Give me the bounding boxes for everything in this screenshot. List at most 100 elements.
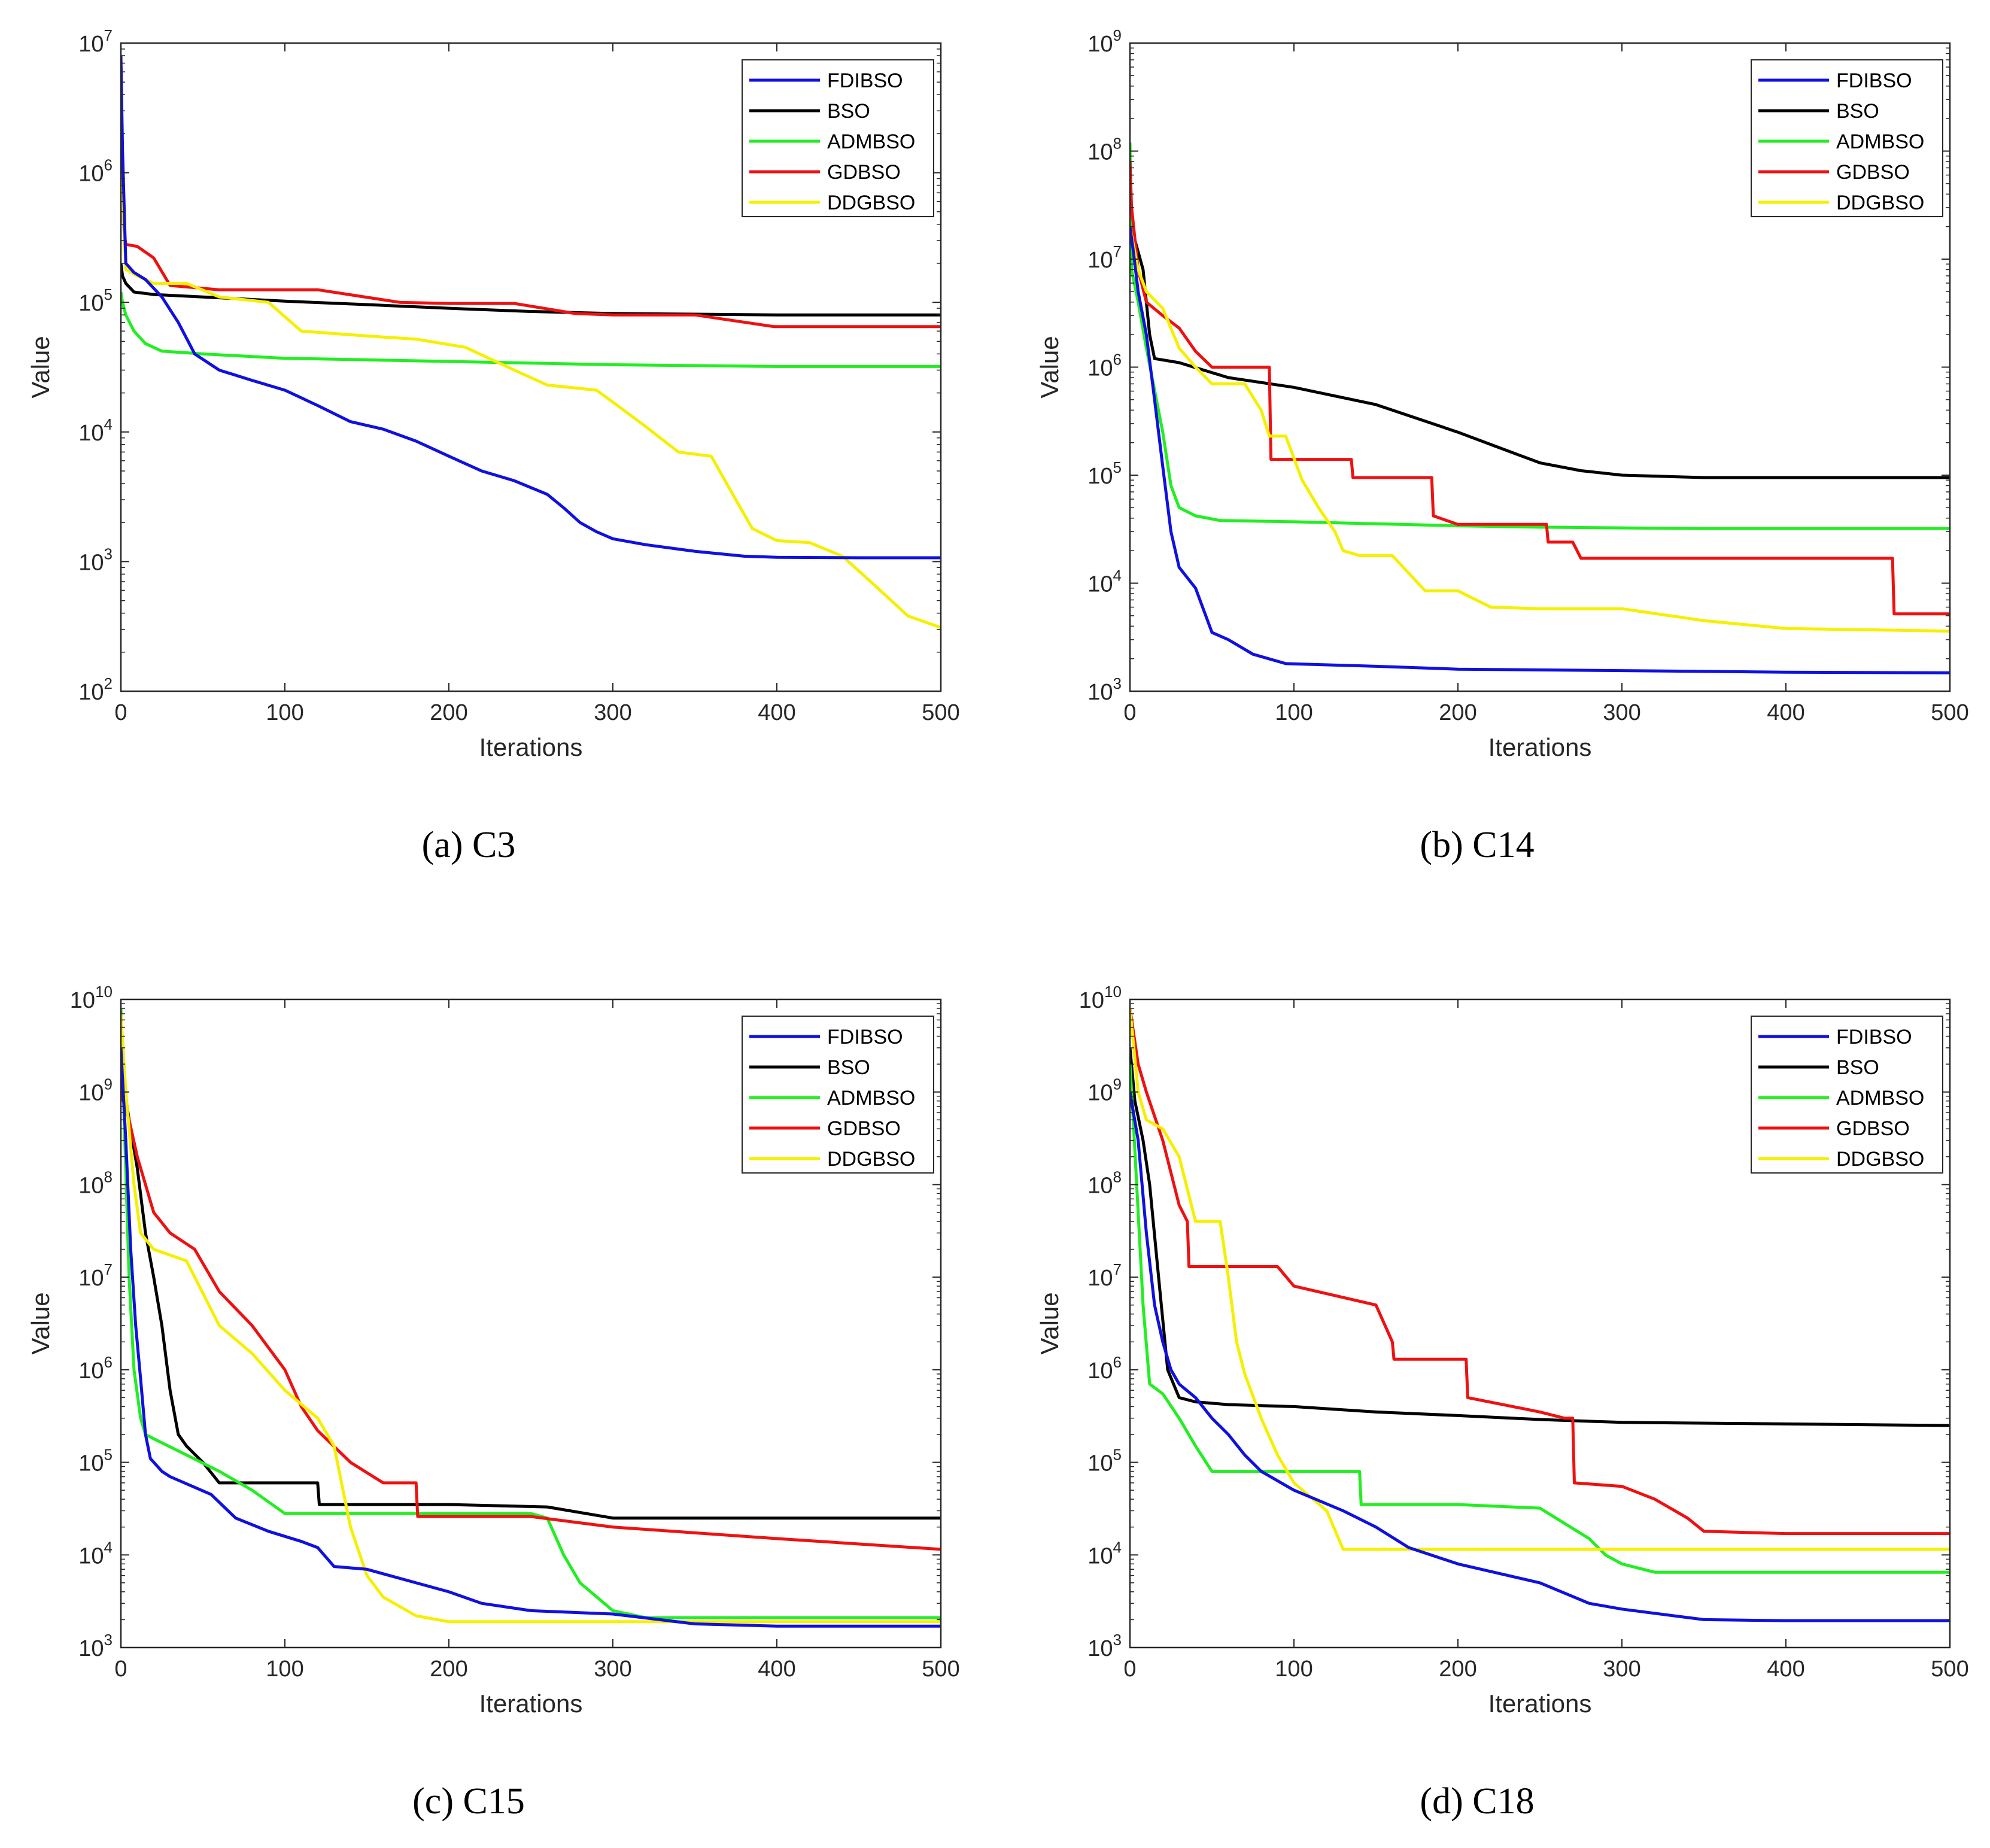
x-tick-label: 200 [1439, 700, 1476, 725]
legend-label-ddgbso: DDGBSO [827, 1148, 915, 1171]
y-tick-label: 107 [1087, 1260, 1122, 1291]
y-tick-label: 109 [78, 1075, 113, 1106]
y-tick-label: 108 [78, 1168, 113, 1198]
y-tick-label: 105 [78, 285, 113, 316]
legend-label-gdbso: GDBSO [1836, 161, 1910, 184]
x-tick-label: 0 [1123, 1656, 1136, 1682]
series-line-fdibso [1130, 1092, 1950, 1622]
legend-box [742, 59, 934, 217]
series-line-gdbso [121, 1091, 941, 1551]
y-tick-label: 103 [1087, 674, 1122, 705]
legend: FDIBSO BSO ADMBSO GDBSO DDGBSO [742, 59, 934, 217]
legend-box [1751, 59, 1943, 217]
legend-label-admbso: ADMBSO [827, 130, 915, 153]
panel-caption: (b) C14 [1420, 825, 1534, 865]
x-tick-label: 400 [758, 1656, 795, 1682]
x-tick-label: 300 [1603, 700, 1640, 725]
legend: FDIBSO BSO ADMBSO GDBSO DDGBSO [1751, 59, 1943, 217]
y-tick-label: 105 [1087, 458, 1122, 489]
y-tick-label: 1010 [70, 983, 113, 1013]
x-tick-label: 200 [430, 700, 467, 725]
y-axis-label: Value [1035, 1292, 1064, 1354]
x-tick-label: 200 [430, 1656, 467, 1682]
x-tick-label: 0 [114, 700, 127, 725]
x-tick-label: 400 [758, 700, 795, 725]
legend-label-admbso: ADMBSO [1836, 130, 1924, 153]
y-tick-label: 104 [1087, 1538, 1122, 1569]
legend-label-bso: BSO [827, 100, 870, 123]
legend: FDIBSO BSO ADMBSO GDBSO DDGBSO [1751, 1016, 1943, 1174]
series-line-fdibso [1130, 226, 1950, 674]
legend-label-gdbso: GDBSO [827, 161, 901, 184]
y-tick-label: 106 [78, 156, 113, 187]
panel-caption: (d) C18 [1420, 1781, 1534, 1822]
x-tick-label: 300 [1603, 1656, 1640, 1682]
legend-label-gdbso: GDBSO [827, 1117, 901, 1140]
x-tick-label: 500 [922, 1656, 959, 1682]
y-tick-label: 107 [78, 26, 113, 57]
y-axis-label: Value [26, 336, 54, 398]
y-tick-label: 106 [1087, 351, 1122, 381]
series-line-ddgbso [1130, 226, 1950, 633]
series-line-fdibso [121, 55, 941, 560]
x-axis-label: Iterations [479, 1689, 583, 1718]
y-tick-label: 107 [1087, 242, 1122, 273]
x-tick-label: 400 [1767, 700, 1804, 725]
legend-label-bso: BSO [1836, 100, 1879, 123]
series-line-admbso [1130, 142, 1950, 530]
x-tick-label: 300 [594, 700, 631, 725]
y-axis-label: Value [1035, 336, 1064, 398]
series-line-bso [1130, 194, 1950, 479]
legend-label-fdibso: FDIBSO [827, 1026, 903, 1048]
series-line-admbso [1130, 1063, 1950, 1574]
axes-frame [120, 42, 942, 692]
series-line-bso [1130, 1047, 1950, 1427]
x-tick-label: 100 [266, 1656, 303, 1682]
axes-frame [1129, 998, 1951, 1649]
panel-caption: (c) C15 [412, 1781, 525, 1822]
y-tick-label: 109 [1087, 26, 1122, 57]
legend-label-ddgbso: DDGBSO [1836, 192, 1924, 214]
series-line-ddgbso [121, 95, 941, 629]
x-axis-label: Iterations [479, 733, 583, 761]
y-tick-label: 106 [1087, 1353, 1122, 1384]
series-line-ddgbso [121, 1013, 941, 1624]
y-tick-label: 103 [78, 545, 113, 575]
y-tick-label: 104 [78, 1538, 113, 1569]
panel-caption: (a) C3 [422, 825, 516, 865]
legend-label-admbso: ADMBSO [827, 1087, 915, 1110]
y-tick-label: 103 [1087, 1631, 1122, 1661]
y-tick-label: 102 [78, 674, 113, 705]
panel-c: 0 100 200 300 400 500 103 104 105 106 107 108 109 101… [26, 983, 960, 1822]
series-line-gdbso [1130, 1008, 1950, 1536]
panel-d: 0 100 200 300 400 500 103 104 105 106 107 108 109 101… [1035, 983, 1969, 1822]
y-tick-label: 104 [78, 415, 113, 446]
x-tick-label: 400 [1767, 1656, 1804, 1682]
y-tick-label: 107 [78, 1260, 113, 1291]
legend-box [1751, 1016, 1943, 1174]
x-axis-label: Iterations [1488, 733, 1592, 761]
y-axis-label: Value [26, 1292, 54, 1354]
series-line-ddgbso [1130, 1008, 1950, 1551]
y-tick-label: 106 [78, 1353, 113, 1384]
x-tick-label: 500 [1931, 1656, 1968, 1682]
legend-label-ddgbso: DDGBSO [1836, 1148, 1924, 1171]
x-tick-label: 200 [1439, 1656, 1476, 1682]
legend-label-admbso: ADMBSO [1836, 1087, 1924, 1110]
series-line-fdibso [121, 1047, 941, 1628]
x-tick-label: 100 [1275, 1656, 1313, 1682]
panel-b: 0 100 200 300 400 500 103 104 105 106 107 108 109 Ite… [1035, 26, 1969, 865]
x-tick-label: 100 [1275, 700, 1313, 725]
x-tick-label: 0 [1123, 700, 1136, 725]
legend-label-bso: BSO [1836, 1056, 1879, 1079]
y-tick-label: 104 [1087, 567, 1122, 597]
legend-label-fdibso: FDIBSO [827, 69, 903, 92]
y-tick-label: 108 [1087, 1168, 1122, 1198]
legend-label-ddgbso: DDGBSO [827, 192, 915, 214]
series-line-admbso [121, 291, 941, 368]
legend-label-fdibso: FDIBSO [1836, 1026, 1912, 1048]
legend-label-bso: BSO [827, 1056, 870, 1079]
x-tick-label: 0 [114, 1656, 127, 1682]
x-tick-label: 300 [594, 1656, 631, 1682]
